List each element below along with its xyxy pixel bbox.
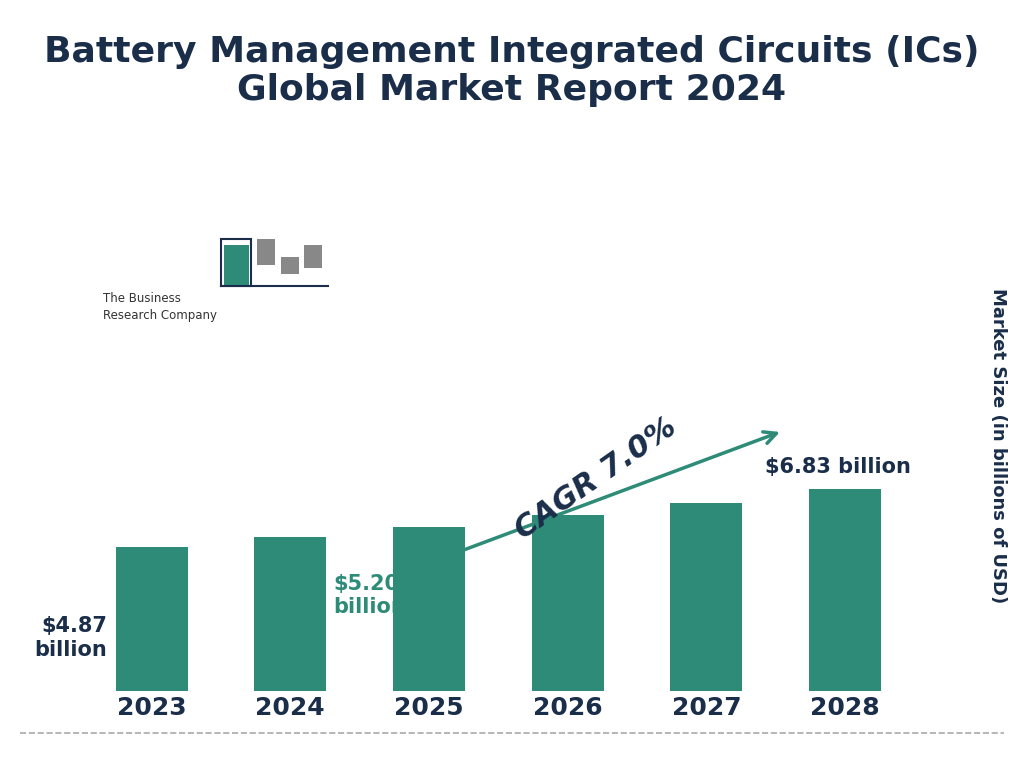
Text: $4.87
billion: $4.87 billion <box>35 617 108 660</box>
Bar <box>116 548 187 691</box>
Text: Market Size (in billions of USD): Market Size (in billions of USD) <box>989 288 1008 603</box>
Bar <box>304 245 323 268</box>
Text: Battery Management Integrated Circuits (ICs): Battery Management Integrated Circuits (… <box>44 35 980 68</box>
Text: Global Market Report 2024: Global Market Report 2024 <box>238 73 786 107</box>
Bar <box>281 257 299 274</box>
Bar <box>531 515 604 691</box>
Text: The Business
Research Company: The Business Research Company <box>103 292 217 322</box>
Text: CAGR 7.0%: CAGR 7.0% <box>509 412 681 545</box>
Text: $6.83 billion: $6.83 billion <box>765 458 911 478</box>
Bar <box>393 527 465 691</box>
Text: $5.20
billion: $5.20 billion <box>333 574 406 617</box>
Bar <box>809 489 881 691</box>
Bar <box>223 245 249 286</box>
Bar <box>221 239 252 286</box>
Bar <box>671 503 742 691</box>
Bar <box>257 239 275 266</box>
Bar <box>254 538 327 691</box>
